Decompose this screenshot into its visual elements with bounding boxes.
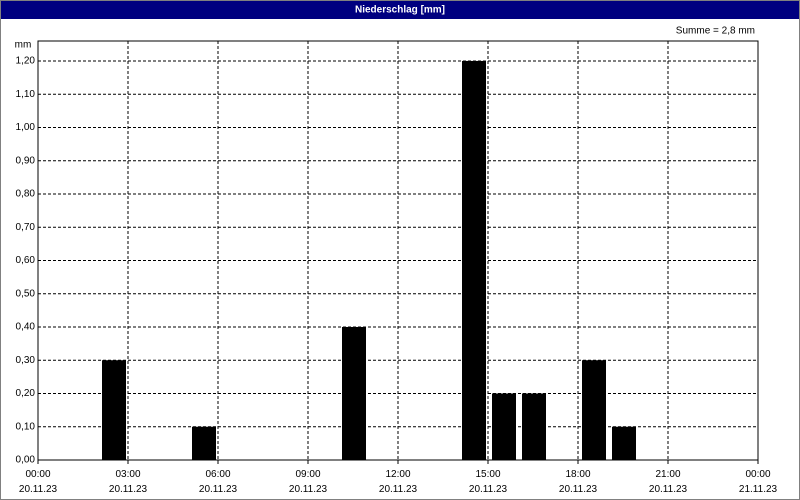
y-tick-label: 0,40 — [16, 322, 36, 333]
title-bar — [1, 1, 799, 19]
x-tick-label: 12:00 20.11.23 — [378, 469, 418, 495]
y-tick-label: 0,50 — [16, 288, 36, 299]
x-tick-label: 18:00 20.11.23 — [558, 469, 598, 495]
bar — [192, 426, 216, 460]
y-tick-label: 1,00 — [16, 122, 36, 133]
x-tick-label: 15:00 20.11.23 — [468, 469, 508, 495]
bar — [342, 326, 366, 460]
y-tick-label: 0,20 — [16, 388, 36, 399]
bar — [462, 60, 486, 460]
x-tick-label: 00:00 20.11.23 — [18, 469, 58, 495]
y-tick-label: 0,30 — [16, 355, 36, 366]
annotation: Summe = 2,8 mm — [676, 26, 755, 37]
y-tick-label: 0,80 — [16, 189, 36, 200]
x-tick-label: 06:00 20.11.23 — [198, 469, 238, 495]
bar — [102, 360, 126, 460]
y-tick-label: 1,10 — [16, 89, 36, 100]
bar — [522, 393, 546, 460]
bar — [582, 360, 606, 460]
y-tick-label: 0,10 — [16, 421, 36, 432]
y-tick-label: 0,90 — [16, 155, 36, 166]
x-tick-label: 09:00 20.11.23 — [288, 469, 328, 495]
y-tick-label: 1,20 — [16, 56, 36, 67]
window-title: Niederschlag [mm] — [355, 5, 445, 16]
y-tick-label: 0,60 — [16, 255, 36, 266]
plot-frame — [37, 40, 759, 461]
y-tick-label: 0,70 — [16, 222, 36, 233]
x-tick-label: 21:00 20.11.23 — [648, 469, 688, 495]
x-tick-label: 03:00 20.11.23 — [108, 469, 148, 495]
x-tick-label: 00:00 21.11.23 — [738, 469, 778, 495]
bar — [612, 426, 636, 460]
bar — [492, 393, 516, 460]
y-tick-label: 0,00 — [16, 455, 36, 466]
y-unit: mm — [15, 40, 32, 51]
